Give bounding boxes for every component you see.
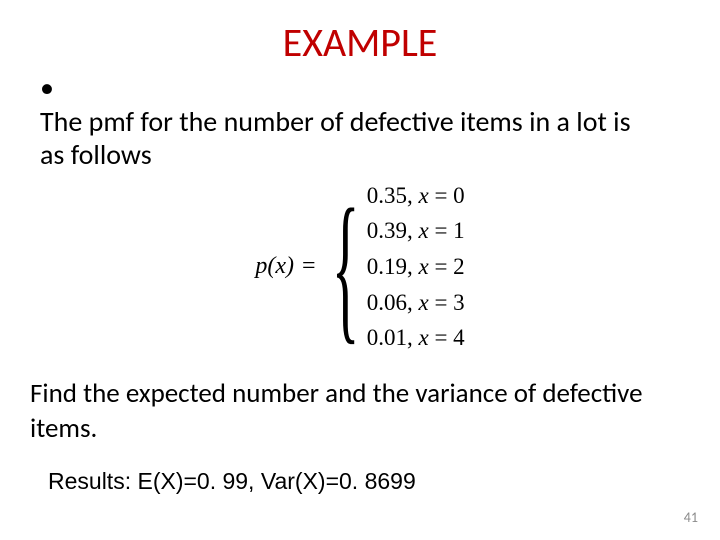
formula-lhs: p(x) xyxy=(255,253,300,280)
case-row: 0.06, x = 3 xyxy=(367,285,465,321)
results-text: Results: E(X)=0. 99, Var(X)=0. 8699 xyxy=(48,468,690,495)
formula-block: p(x) = { 0.35, x = 0 0.39, x = 1 0.19, x… xyxy=(30,178,690,356)
case-row: 0.35, x = 0 xyxy=(367,178,465,214)
bullet-item-1: • The pmf for the number of defective it… xyxy=(40,71,690,172)
formula-brace: { xyxy=(331,189,359,346)
bullet-marker: • xyxy=(40,71,64,105)
case-row: 0.01, x = 4 xyxy=(367,320,465,356)
formula-equals: = xyxy=(300,253,322,280)
slide-container: EXAMPLE • The pmf for the number of defe… xyxy=(0,0,720,540)
case-row: 0.39, x = 1 xyxy=(367,213,465,249)
pmf-formula: p(x) = { 0.35, x = 0 0.39, x = 1 0.19, x… xyxy=(255,178,464,356)
formula-cases: 0.35, x = 0 0.39, x = 1 0.19, x = 2 0.06… xyxy=(367,178,465,356)
case-row: 0.19, x = 2 xyxy=(367,249,465,285)
page-number: 41 xyxy=(684,509,698,526)
bullet-text-1: The pmf for the number of defective item… xyxy=(40,105,660,172)
question-text: Find the expected number and the varianc… xyxy=(30,376,690,446)
slide-title: EXAMPLE xyxy=(30,18,690,67)
